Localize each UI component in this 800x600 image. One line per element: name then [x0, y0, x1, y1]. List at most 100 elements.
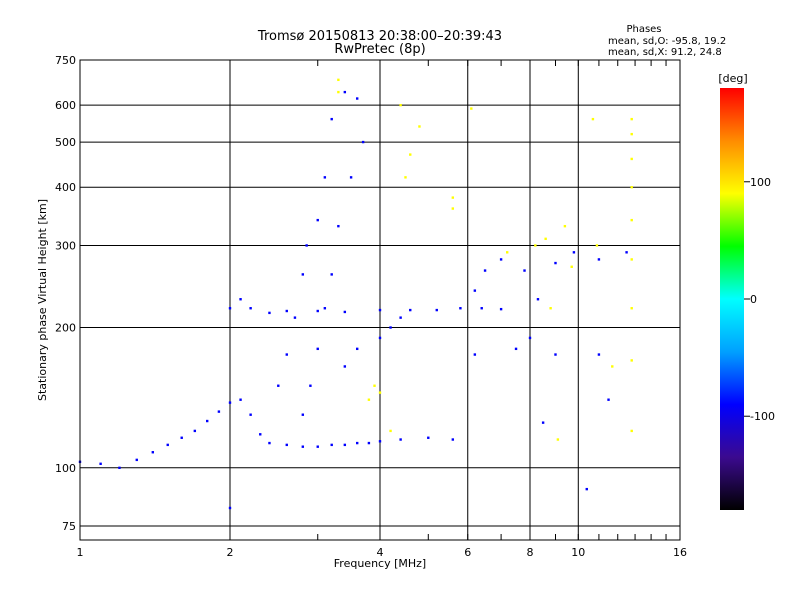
data-point [427, 436, 430, 439]
data-point [118, 466, 121, 470]
data-point [228, 506, 232, 510]
data-point [483, 269, 487, 272]
data-point [166, 443, 169, 447]
data-point [499, 258, 503, 261]
data-point [337, 78, 340, 82]
data-point [409, 153, 412, 156]
data-point [316, 445, 319, 448]
data-point [285, 443, 288, 447]
data-point [554, 261, 557, 265]
data-point [316, 218, 319, 222]
data-point [293, 316, 297, 319]
data-point [180, 436, 183, 439]
data-point [239, 398, 242, 401]
data-point [205, 419, 209, 423]
data-point [259, 433, 262, 436]
data-point [435, 308, 438, 312]
x-tick-label: 1 [77, 546, 84, 559]
data-point [459, 307, 462, 310]
data-point [585, 487, 588, 491]
data-point [378, 391, 382, 394]
data-point [534, 244, 537, 247]
data-point [630, 117, 633, 121]
data-point [389, 429, 392, 433]
x-tick-label: 16 [673, 546, 687, 559]
y-tick-label: 300 [55, 239, 76, 252]
data-point [316, 309, 319, 313]
colorbar-tick-label: 100 [750, 176, 771, 189]
data-point [301, 445, 305, 448]
data-point [277, 384, 280, 387]
grid [80, 60, 680, 540]
colorbar-ticks: 100 0 -100 [744, 176, 775, 423]
data-point [337, 90, 340, 94]
data-point [337, 224, 340, 228]
data-point [409, 308, 412, 312]
y-tick-label: 750 [55, 54, 76, 67]
data-point [563, 224, 567, 228]
data-point [378, 308, 382, 312]
data-point [99, 462, 102, 466]
data-point [544, 237, 547, 241]
data-point [541, 421, 545, 424]
y-tick-label: 400 [55, 181, 76, 194]
data-point [399, 316, 402, 319]
data-point [268, 311, 271, 315]
data-point [607, 398, 610, 401]
data-point [591, 117, 595, 121]
data-point [480, 307, 483, 310]
data-point [630, 258, 633, 261]
data-point [556, 438, 560, 441]
x-tick-label: 10 [571, 546, 585, 559]
data-point [595, 244, 599, 247]
data-point [630, 157, 633, 161]
data-point [536, 298, 540, 301]
data-point [301, 413, 305, 416]
data-point [625, 251, 628, 254]
data-point [378, 336, 382, 340]
data-point [249, 413, 252, 416]
data-point [418, 125, 421, 128]
x-tick-label: 4 [377, 546, 384, 559]
y-tick-label: 600 [55, 99, 76, 112]
data-point [597, 353, 601, 356]
data-point [367, 398, 371, 401]
data-point [239, 298, 242, 301]
data-point [470, 107, 473, 110]
data-point [249, 307, 252, 310]
colorbar-label: [deg] [718, 72, 747, 85]
y-tick-label: 500 [55, 136, 76, 149]
y-tick-label: 100 [55, 462, 76, 475]
x-axis-label: Frequency [MHz] [334, 557, 426, 570]
data-point [323, 307, 327, 310]
data-point [399, 103, 402, 107]
data-point [611, 365, 614, 368]
data-point [630, 186, 633, 189]
data-point [554, 353, 557, 356]
colorbar-tick-label: -100 [750, 410, 775, 423]
x-tick-label: 2 [227, 546, 234, 559]
data-point [399, 438, 402, 441]
data-point [597, 258, 601, 261]
data-point [323, 176, 327, 179]
data-point [301, 273, 305, 276]
data-point [355, 441, 359, 445]
data-point [268, 441, 271, 445]
axes: 1 2 4 6 8 10 16 75 100 200 300 400 500 600 750 [55, 54, 687, 559]
data-point [451, 207, 455, 210]
data-point [451, 196, 455, 199]
data-point [193, 429, 197, 433]
phase-stats-o: mean, sd,O: -95.8, 19.2 [608, 36, 726, 47]
data-point [330, 117, 333, 121]
data-point [228, 307, 232, 310]
y-tick-label: 200 [55, 322, 76, 335]
data-point [330, 443, 333, 447]
y-tick-label: 75 [62, 520, 76, 533]
data-point [630, 429, 633, 433]
data-point [499, 307, 503, 311]
data-point [349, 176, 353, 179]
data-point [630, 132, 633, 136]
data-point [473, 289, 477, 292]
data-point [305, 244, 308, 247]
